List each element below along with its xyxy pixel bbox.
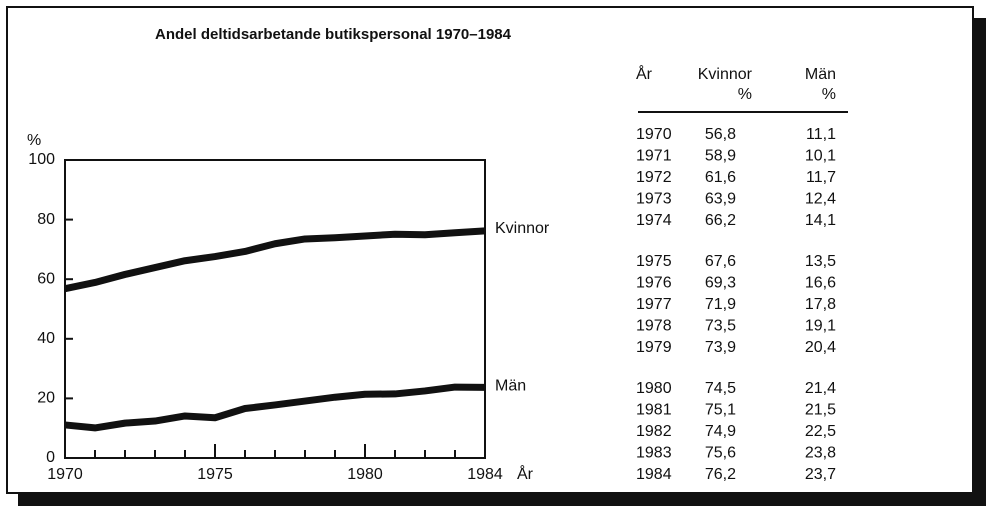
table-year: 1982 xyxy=(636,423,672,440)
table-value: 76,2 xyxy=(705,466,736,483)
series-line xyxy=(64,383,486,432)
table-value: 74,5 xyxy=(705,380,736,397)
table-value: 16,6 xyxy=(805,275,836,292)
table-year: 1974 xyxy=(636,212,672,229)
table-year: 1977 xyxy=(636,296,672,313)
table-value: 71,9 xyxy=(705,296,736,313)
table-header: Män xyxy=(805,66,836,83)
table-value: 69,3 xyxy=(705,275,736,292)
table-value: 75,1 xyxy=(705,402,736,419)
y-tick-label: 20 xyxy=(37,390,55,407)
table-value: 23,7 xyxy=(805,466,836,483)
table-header: % xyxy=(822,86,836,103)
chart-title: Andel deltidsarbetande butikspersonal 19… xyxy=(155,26,512,43)
x-tick-label: 1975 xyxy=(197,466,233,483)
table-year: 1979 xyxy=(636,339,672,356)
y-tick-label: 80 xyxy=(37,211,55,228)
table-year: 1980 xyxy=(636,380,672,397)
table-year: 1976 xyxy=(636,275,672,292)
x-tick-label: 1984 xyxy=(467,466,503,483)
table-year: 1970 xyxy=(636,126,672,143)
y-tick-label: 40 xyxy=(37,330,55,347)
y-tick-label: 60 xyxy=(37,270,55,287)
table-value: 17,8 xyxy=(805,296,836,313)
table-year: 1978 xyxy=(636,317,672,334)
table-year: 1971 xyxy=(636,148,672,165)
y-tick-label: 0 xyxy=(46,449,55,466)
table-header: Kvinnor xyxy=(698,66,753,83)
table-value: 66,2 xyxy=(705,212,736,229)
table-value: 11,7 xyxy=(806,169,836,186)
x-axis-label: År xyxy=(517,464,534,483)
series-label: Kvinnor xyxy=(495,220,550,237)
table-value: 56,8 xyxy=(705,126,736,143)
table-value: 74,9 xyxy=(705,423,736,440)
table-year: 1983 xyxy=(636,444,672,461)
y-tick-label: 100 xyxy=(28,151,55,168)
table-year: 1975 xyxy=(636,253,672,270)
table-value: 20,4 xyxy=(805,339,836,356)
y-axis-label: % xyxy=(27,132,41,149)
table-year: 1984 xyxy=(636,466,672,483)
table-value: 63,9 xyxy=(705,190,736,207)
table-value: 10,1 xyxy=(805,148,836,165)
series-label: Män xyxy=(495,378,526,395)
table-value: 11,1 xyxy=(806,126,836,143)
table-value: 73,5 xyxy=(705,317,736,334)
table-value: 19,1 xyxy=(805,317,836,334)
x-tick-label: 1970 xyxy=(47,466,83,483)
table-value: 73,9 xyxy=(705,339,736,356)
table-header: År xyxy=(636,64,653,83)
table-value: 22,5 xyxy=(805,423,836,440)
table-year: 1973 xyxy=(636,190,672,207)
table-value: 23,8 xyxy=(805,444,836,461)
frame xyxy=(6,6,974,494)
x-tick-label: 1980 xyxy=(347,466,383,483)
table-value: 21,5 xyxy=(805,402,836,419)
table-year: 1972 xyxy=(636,169,672,186)
table-value: 58,9 xyxy=(705,148,736,165)
table-header: % xyxy=(738,86,752,103)
table-value: 75,6 xyxy=(705,444,736,461)
table-year: 1981 xyxy=(636,402,672,419)
table-value: 14,1 xyxy=(805,212,836,229)
table-value: 21,4 xyxy=(805,380,836,397)
table-value: 67,6 xyxy=(705,253,736,270)
series-line xyxy=(64,227,486,293)
table-value: 61,6 xyxy=(705,169,736,186)
table-value: 13,5 xyxy=(805,253,836,270)
table-value: 12,4 xyxy=(805,190,836,207)
